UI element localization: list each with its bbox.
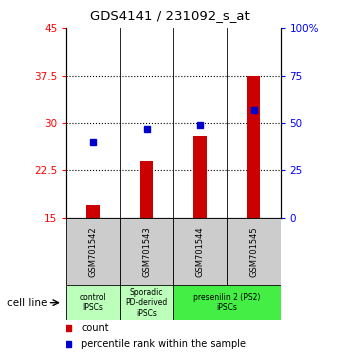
Text: GSM701545: GSM701545 (249, 226, 258, 277)
Bar (247, 76, 260, 218)
Bar (173, 218, 227, 285)
Text: Sporadic
PD-derived
iPSCs: Sporadic PD-derived iPSCs (125, 288, 168, 318)
Bar (193, 136, 207, 218)
Text: GSM701542: GSM701542 (89, 226, 98, 277)
Text: GSM701543: GSM701543 (142, 226, 151, 277)
Bar (66, 218, 120, 285)
Bar (66, 285, 120, 320)
Text: cell line: cell line (7, 298, 47, 308)
Bar (227, 218, 280, 285)
Text: count: count (81, 323, 109, 333)
Bar (140, 161, 153, 218)
Bar (173, 285, 280, 320)
Text: presenilin 2 (PS2)
iPSCs: presenilin 2 (PS2) iPSCs (193, 293, 261, 312)
Text: control
IPSCs: control IPSCs (80, 293, 106, 312)
Text: GDS4141 / 231092_s_at: GDS4141 / 231092_s_at (90, 9, 250, 22)
Bar (86, 205, 100, 218)
Bar (120, 285, 173, 320)
Text: GSM701544: GSM701544 (196, 226, 205, 277)
Bar (120, 218, 173, 285)
Text: percentile rank within the sample: percentile rank within the sample (81, 339, 246, 349)
